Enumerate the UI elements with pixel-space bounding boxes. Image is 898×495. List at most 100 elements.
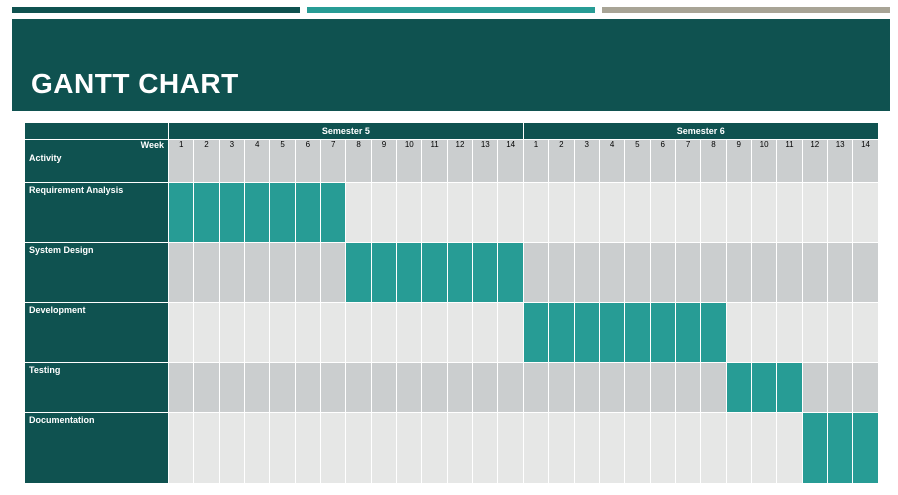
week-number-cell: 8 bbox=[700, 139, 727, 183]
empty-cell bbox=[598, 182, 626, 243]
empty-cell bbox=[750, 242, 778, 303]
semester-5-header: Semester 5 bbox=[168, 122, 524, 140]
empty-cell bbox=[345, 362, 372, 413]
empty-cell bbox=[370, 412, 398, 484]
empty-cell bbox=[167, 362, 195, 413]
empty-cell bbox=[370, 362, 398, 413]
week-label: Week bbox=[140, 140, 164, 150]
week-number-cell: 2 bbox=[548, 139, 575, 183]
empty-cell bbox=[320, 242, 347, 303]
empty-cell bbox=[548, 182, 575, 243]
task-bar-cell bbox=[396, 242, 423, 303]
empty-cell bbox=[852, 302, 879, 363]
empty-cell bbox=[852, 362, 879, 413]
task-name: System Design bbox=[29, 245, 94, 255]
task-row: System Design bbox=[24, 242, 879, 303]
week-activity-corner: Week Activity bbox=[24, 139, 169, 183]
task-bar-cell bbox=[801, 412, 828, 484]
task-bar-cell bbox=[421, 242, 448, 303]
empty-cell bbox=[624, 362, 651, 413]
week-number-cell: 13 bbox=[826, 139, 854, 183]
accent-bar-2 bbox=[307, 7, 595, 13]
task-bar-cell bbox=[649, 302, 676, 363]
task-bar-cell bbox=[193, 182, 220, 243]
empty-cell bbox=[826, 302, 854, 363]
week-number-cell: 11 bbox=[776, 139, 803, 183]
empty-cell bbox=[218, 362, 246, 413]
task-bar-cell bbox=[750, 362, 778, 413]
empty-cell bbox=[776, 242, 803, 303]
week-number-cell: 3 bbox=[573, 139, 600, 183]
week-number-cell: 9 bbox=[370, 139, 398, 183]
empty-cell bbox=[548, 412, 575, 484]
empty-cell bbox=[446, 362, 474, 413]
empty-cell bbox=[320, 302, 347, 363]
empty-cell bbox=[244, 412, 271, 484]
empty-cell bbox=[674, 412, 702, 484]
task-bar-cell bbox=[725, 362, 752, 413]
empty-cell bbox=[674, 182, 702, 243]
empty-cell bbox=[852, 182, 879, 243]
week-number-cell: 14 bbox=[497, 139, 524, 183]
task-bar-cell bbox=[776, 362, 803, 413]
empty-cell bbox=[725, 302, 752, 363]
empty-cell bbox=[598, 362, 626, 413]
task-bar-cell bbox=[852, 412, 879, 484]
semester-6-header: Semester 6 bbox=[522, 122, 879, 140]
task-label-cell: Documentation bbox=[24, 412, 169, 484]
week-header-row: Week Activity 1 2 3 4 5 6 7 8 9 10 11 12 13 14 1 2 3 4 5 6 7… bbox=[24, 139, 879, 183]
empty-cell bbox=[522, 242, 550, 303]
week-number-cell: 10 bbox=[750, 139, 778, 183]
empty-cell bbox=[472, 302, 499, 363]
empty-cell bbox=[244, 242, 271, 303]
empty-cell bbox=[269, 242, 296, 303]
task-bar-cell bbox=[167, 182, 195, 243]
week-number-cell: 4 bbox=[244, 139, 271, 183]
task-bar-cell bbox=[294, 182, 322, 243]
empty-cell bbox=[370, 182, 398, 243]
empty-cell bbox=[573, 242, 600, 303]
empty-cell bbox=[472, 412, 499, 484]
empty-cell bbox=[294, 362, 322, 413]
task-bar-cell bbox=[598, 302, 626, 363]
task-bar-cell bbox=[826, 412, 854, 484]
empty-cell bbox=[776, 182, 803, 243]
empty-cell bbox=[345, 412, 372, 484]
empty-cell bbox=[522, 362, 550, 413]
empty-cell bbox=[522, 182, 550, 243]
week-number-cell: 5 bbox=[269, 139, 296, 183]
empty-cell bbox=[294, 412, 322, 484]
empty-cell bbox=[396, 362, 423, 413]
empty-cell bbox=[345, 302, 372, 363]
empty-cell bbox=[269, 362, 296, 413]
task-label-cell: Development bbox=[24, 302, 169, 363]
empty-cell bbox=[167, 412, 195, 484]
week-number-cell: 5 bbox=[624, 139, 651, 183]
empty-cell bbox=[624, 182, 651, 243]
week-number-cell: 9 bbox=[725, 139, 752, 183]
empty-cell bbox=[674, 362, 702, 413]
task-bar-cell bbox=[522, 302, 550, 363]
empty-cell bbox=[193, 302, 220, 363]
empty-cell bbox=[801, 182, 828, 243]
empty-cell bbox=[421, 302, 448, 363]
task-bar-cell bbox=[345, 242, 372, 303]
empty-cell bbox=[573, 412, 600, 484]
empty-cell bbox=[725, 182, 752, 243]
task-bar-cell bbox=[497, 242, 524, 303]
task-bar-cell bbox=[472, 242, 499, 303]
empty-cell bbox=[750, 302, 778, 363]
empty-cell bbox=[320, 362, 347, 413]
empty-cell bbox=[700, 242, 727, 303]
empty-cell bbox=[801, 362, 828, 413]
empty-cell bbox=[345, 182, 372, 243]
empty-cell bbox=[244, 302, 271, 363]
week-number-cell: 13 bbox=[472, 139, 499, 183]
empty-cell bbox=[624, 242, 651, 303]
week-number-cell: 1 bbox=[522, 139, 550, 183]
accent-bar-3 bbox=[602, 7, 890, 13]
week-number-cell: 2 bbox=[193, 139, 220, 183]
week-number-cell: 3 bbox=[218, 139, 246, 183]
empty-cell bbox=[497, 412, 524, 484]
